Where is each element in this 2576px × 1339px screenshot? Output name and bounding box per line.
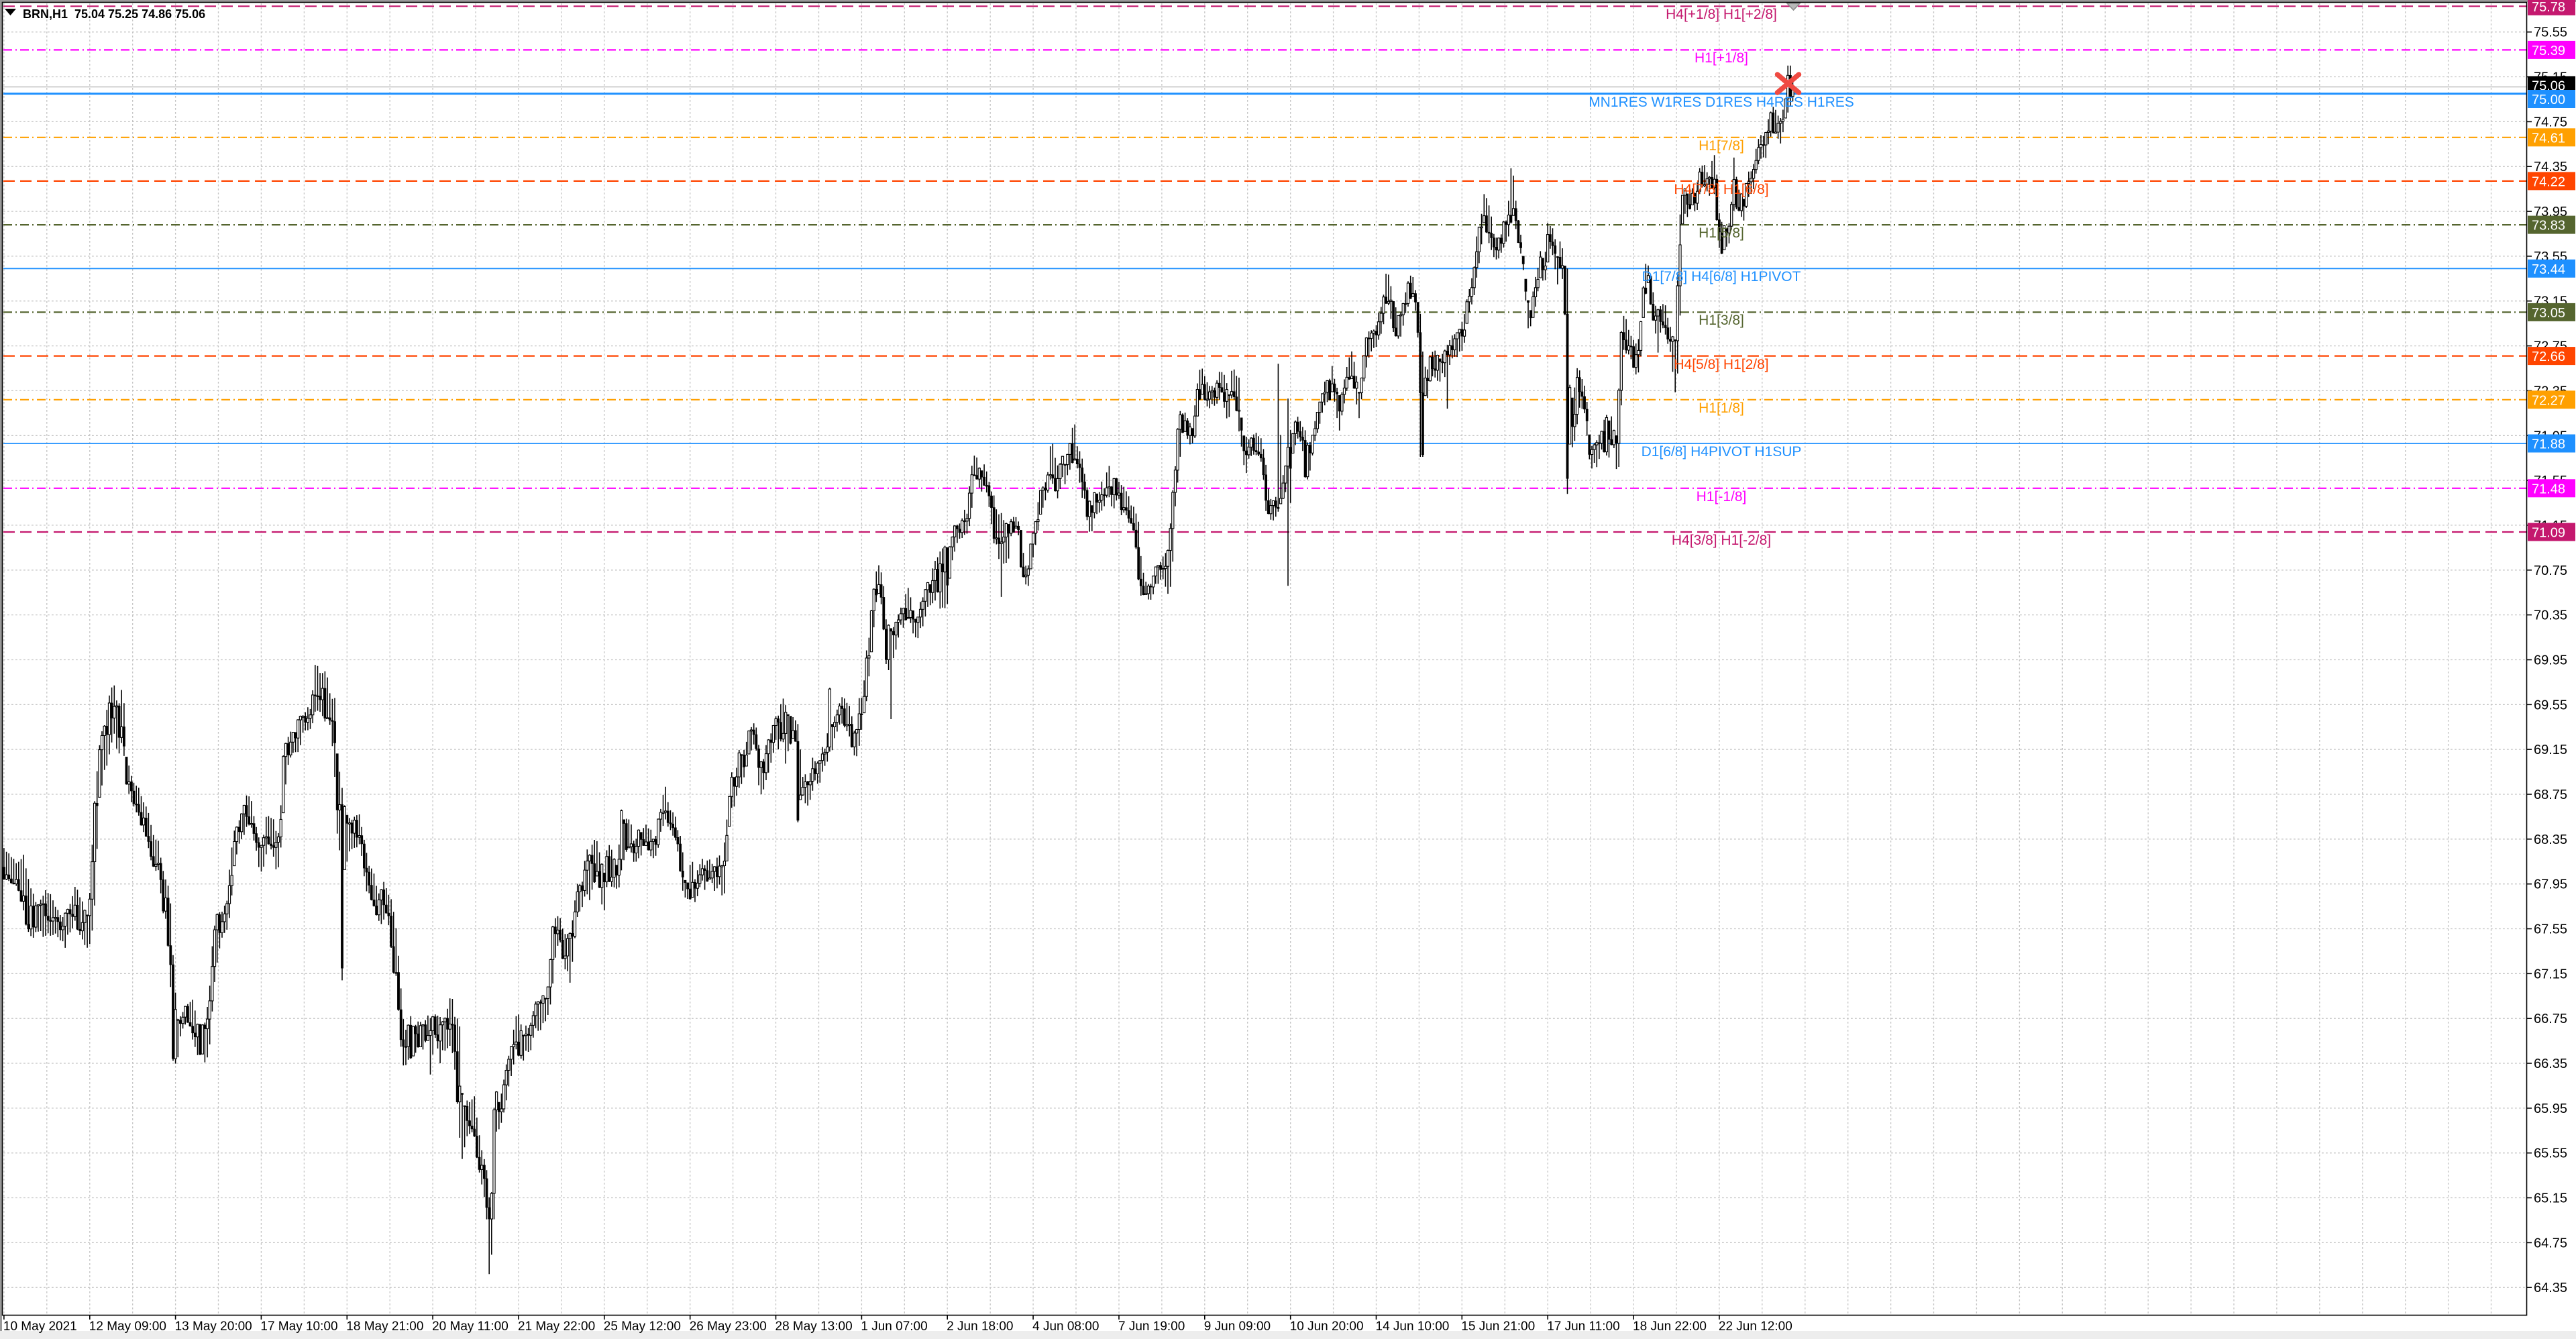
svg-text:7 Jun 19:00: 7 Jun 19:00 (1118, 1320, 1185, 1334)
svg-text:18 Jun 22:00: 18 Jun 22:00 (1633, 1320, 1707, 1334)
svg-text:D1[6/8] H4PIVOT H1SUP: D1[6/8] H4PIVOT H1SUP (1642, 444, 1802, 460)
svg-text:73.44: 73.44 (2532, 262, 2565, 277)
svg-text:21 May 22:00: 21 May 22:00 (518, 1320, 595, 1334)
svg-text:67.95: 67.95 (2534, 877, 2567, 892)
svg-text:H1[1/8]: H1[1/8] (1699, 400, 1744, 416)
svg-text:13 May 20:00: 13 May 20:00 (175, 1320, 252, 1334)
svg-text:10 Jun 20:00: 10 Jun 20:00 (1290, 1320, 1364, 1334)
svg-text:9 Jun 09:00: 9 Jun 09:00 (1204, 1320, 1271, 1334)
svg-text:75.55: 75.55 (2534, 25, 2567, 40)
svg-text:14 Jun 10:00: 14 Jun 10:00 (1376, 1320, 1450, 1334)
svg-text:71.88: 71.88 (2532, 437, 2565, 452)
svg-text:H1[-1/8]: H1[-1/8] (1697, 489, 1747, 504)
svg-text:74.61: 74.61 (2532, 131, 2565, 146)
svg-text:73.05: 73.05 (2532, 306, 2565, 321)
svg-text:69.95: 69.95 (2534, 653, 2567, 668)
svg-text:75.78: 75.78 (2532, 0, 2565, 15)
svg-text:73.83: 73.83 (2532, 219, 2565, 233)
svg-text:22 Jun 12:00: 22 Jun 12:00 (1719, 1320, 1792, 1334)
svg-text:25 May 12:00: 25 May 12:00 (604, 1320, 681, 1334)
svg-text:68.35: 68.35 (2534, 833, 2567, 847)
svg-text:H1[+1/8]: H1[+1/8] (1695, 50, 1748, 66)
svg-text:H1[3/8]: H1[3/8] (1699, 313, 1744, 328)
svg-text:74.75: 74.75 (2534, 115, 2567, 129)
svg-text:68.75: 68.75 (2534, 788, 2567, 802)
svg-text:64.75: 64.75 (2534, 1236, 2567, 1250)
svg-text:75.00: 75.00 (2532, 93, 2565, 107)
svg-text:65.55: 65.55 (2534, 1146, 2567, 1161)
svg-text:MN1RES W1RES D1RES H4RES H1RES: MN1RES W1RES D1RES H4RES H1RES (1589, 95, 1854, 110)
svg-text:70.75: 70.75 (2534, 564, 2567, 578)
svg-text:15 Jun 21:00: 15 Jun 21:00 (1461, 1320, 1535, 1334)
svg-text:4 Jun 08:00: 4 Jun 08:00 (1032, 1320, 1099, 1334)
svg-text:10 May 2021: 10 May 2021 (3, 1320, 77, 1334)
svg-text:H1[5/8]: H1[5/8] (1699, 225, 1744, 241)
svg-text:D1[7/8] H4[6/8] H1PIVOT: D1[7/8] H4[6/8] H1PIVOT (1642, 269, 1801, 284)
svg-text:H4[7/8] H1[6/8]: H4[7/8] H1[6/8] (1674, 182, 1768, 197)
svg-text:70.35: 70.35 (2534, 608, 2567, 623)
svg-text:26 May 23:00: 26 May 23:00 (690, 1320, 767, 1334)
svg-text:66.35: 66.35 (2534, 1057, 2567, 1071)
svg-text:2 Jun 18:00: 2 Jun 18:00 (947, 1320, 1013, 1334)
svg-text:1 Jun 07:00: 1 Jun 07:00 (861, 1320, 927, 1334)
svg-text:H4[5/8] H1[2/8]: H4[5/8] H1[2/8] (1674, 357, 1768, 372)
svg-text:17 Jun 11:00: 17 Jun 11:00 (1547, 1320, 1619, 1334)
svg-text:BRN,H1 75.04 75.25 74.86 75.0: BRN,H1 75.04 75.25 74.86 75.06 (23, 7, 205, 21)
svg-text:72.66: 72.66 (2532, 350, 2565, 364)
svg-text:69.55: 69.55 (2534, 698, 2567, 712)
svg-text:69.15: 69.15 (2534, 743, 2567, 757)
svg-text:H1[7/8]: H1[7/8] (1699, 138, 1744, 154)
svg-text:H4[+1/8] H1[+2/8]: H4[+1/8] H1[+2/8] (1666, 7, 1777, 22)
svg-text:18 May 21:00: 18 May 21:00 (346, 1320, 423, 1334)
svg-text:28 May 13:00: 28 May 13:00 (775, 1320, 853, 1334)
svg-text:67.15: 67.15 (2534, 967, 2567, 981)
svg-text:66.75: 66.75 (2534, 1012, 2567, 1026)
svg-text:71.48: 71.48 (2532, 482, 2565, 496)
svg-text:74.35: 74.35 (2534, 160, 2567, 174)
svg-text:20 May 11:00: 20 May 11:00 (432, 1320, 508, 1334)
svg-text:74.22: 74.22 (2532, 174, 2565, 189)
svg-text:64.35: 64.35 (2534, 1281, 2567, 1295)
svg-text:H4[3/8] H1[-2/8]: H4[3/8] H1[-2/8] (1672, 533, 1771, 548)
svg-text:72.27: 72.27 (2532, 393, 2565, 408)
svg-text:17 May 10:00: 17 May 10:00 (260, 1320, 337, 1334)
svg-text:12 May 09:00: 12 May 09:00 (89, 1320, 166, 1334)
svg-text:71.09: 71.09 (2532, 526, 2565, 541)
svg-text:67.55: 67.55 (2534, 922, 2567, 937)
svg-text:75.39: 75.39 (2532, 44, 2565, 58)
svg-text:65.15: 65.15 (2534, 1191, 2567, 1206)
svg-text:65.95: 65.95 (2534, 1102, 2567, 1116)
